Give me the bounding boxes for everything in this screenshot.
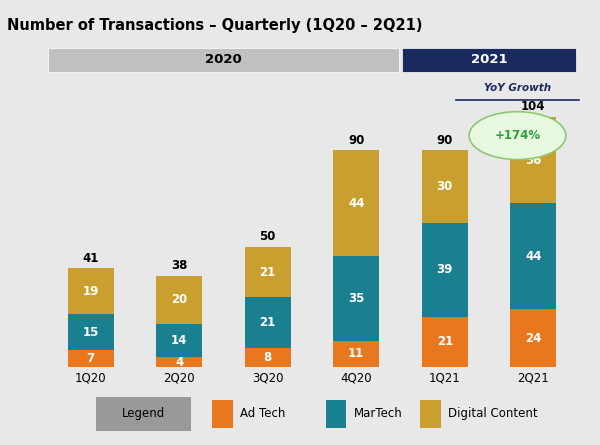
Bar [333, 256, 379, 340]
Text: 11: 11 [348, 348, 364, 360]
Text: Ad Tech: Ad Tech [240, 407, 286, 421]
Text: 39: 39 [437, 263, 453, 276]
Text: 20: 20 [171, 293, 187, 306]
Text: Digital Content: Digital Content [448, 407, 538, 421]
Bar [510, 309, 556, 367]
Text: 24: 24 [525, 332, 541, 345]
Text: 90: 90 [348, 134, 364, 147]
Bar [422, 150, 468, 222]
Text: 14: 14 [171, 334, 187, 347]
Text: 44: 44 [525, 250, 542, 263]
Text: 21: 21 [260, 266, 276, 279]
FancyBboxPatch shape [48, 48, 399, 72]
Text: 21: 21 [260, 316, 276, 329]
FancyBboxPatch shape [420, 400, 440, 428]
Text: 30: 30 [437, 180, 453, 193]
Text: +174%: +174% [494, 129, 541, 142]
Bar [422, 316, 468, 367]
Text: 104: 104 [521, 100, 545, 113]
Bar [68, 268, 114, 314]
Text: 2021: 2021 [471, 53, 508, 66]
Text: 2020: 2020 [205, 53, 242, 66]
Bar [245, 247, 291, 297]
FancyBboxPatch shape [325, 400, 346, 428]
Text: 7: 7 [86, 352, 95, 365]
Text: 36: 36 [525, 154, 541, 166]
Text: 50: 50 [260, 230, 276, 243]
Bar [68, 350, 114, 367]
Text: 41: 41 [83, 252, 99, 265]
Text: 35: 35 [348, 292, 364, 305]
Bar [422, 222, 468, 316]
Text: 90: 90 [437, 134, 453, 147]
Text: YoY Growth: YoY Growth [484, 83, 551, 93]
Bar [156, 324, 202, 357]
Text: 21: 21 [437, 336, 453, 348]
Bar [245, 348, 291, 367]
Bar [156, 357, 202, 367]
Ellipse shape [469, 112, 566, 160]
FancyBboxPatch shape [402, 48, 576, 72]
Text: 4: 4 [175, 356, 184, 369]
Bar [245, 297, 291, 348]
Text: 8: 8 [263, 351, 272, 364]
Bar [333, 150, 379, 256]
Bar [333, 340, 379, 367]
Text: 15: 15 [83, 326, 99, 339]
Text: 44: 44 [348, 197, 365, 210]
Text: Legend: Legend [122, 407, 165, 421]
Text: MarTech: MarTech [353, 407, 403, 421]
Text: Number of Transactions – Quarterly (1Q20 – 2Q21): Number of Transactions – Quarterly (1Q20… [7, 18, 422, 33]
Bar [68, 314, 114, 350]
Text: 19: 19 [83, 285, 99, 298]
Bar [510, 203, 556, 309]
FancyBboxPatch shape [212, 400, 233, 428]
Text: 38: 38 [171, 259, 187, 272]
Bar [156, 275, 202, 324]
FancyBboxPatch shape [96, 397, 191, 431]
Bar [510, 117, 556, 203]
